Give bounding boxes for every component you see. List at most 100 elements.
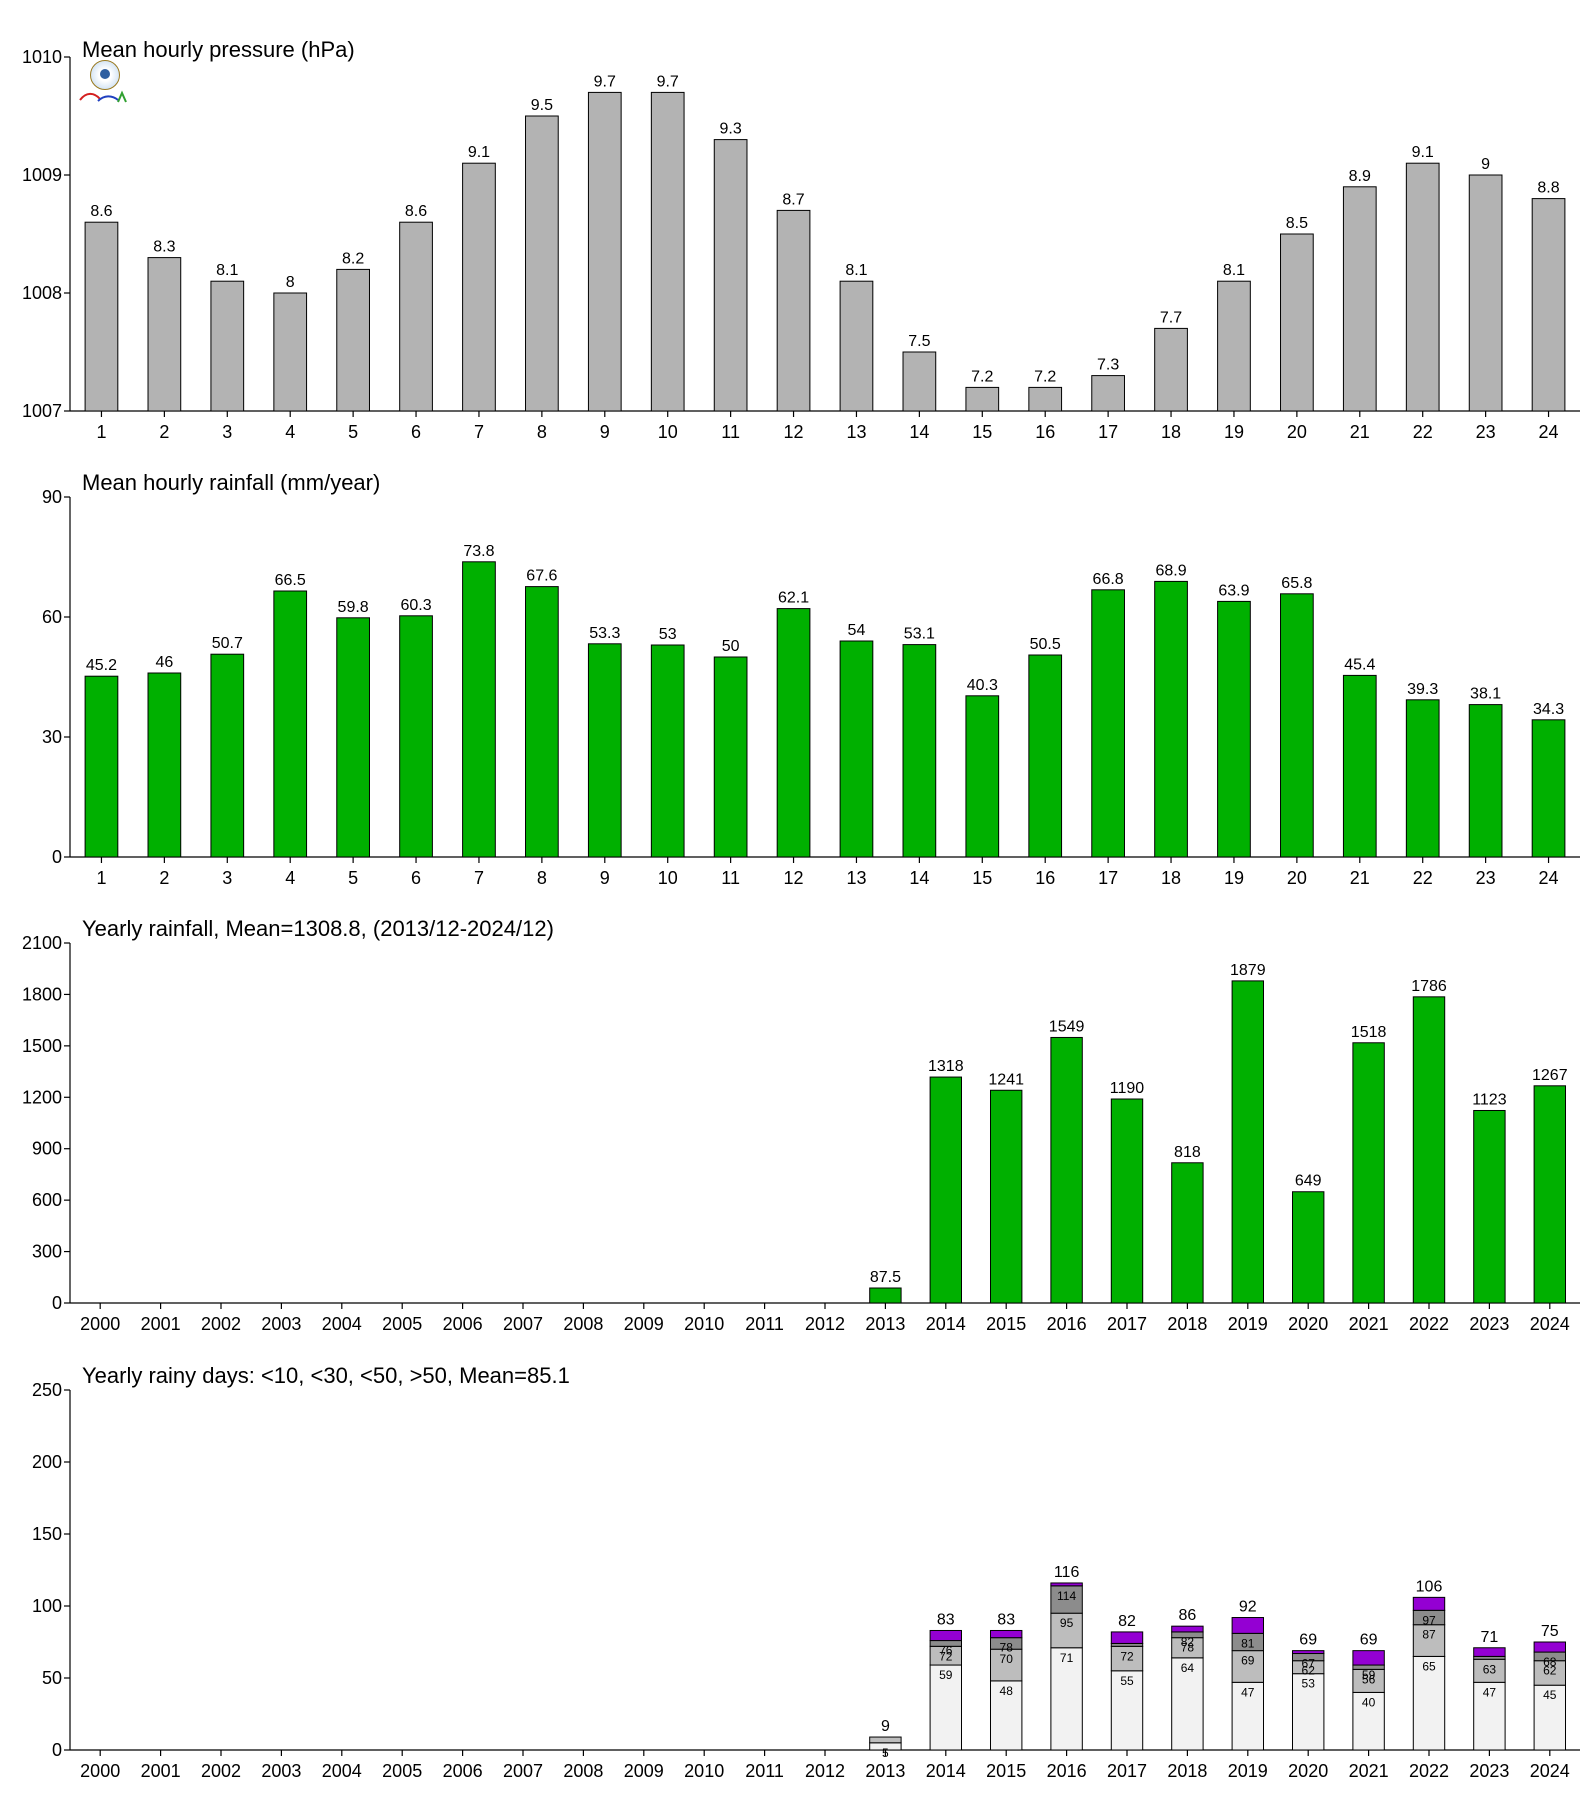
x-tick-label: 2016 bbox=[1047, 1761, 1087, 1781]
x-tick-label: 2018 bbox=[1167, 1761, 1207, 1781]
bar-value-label: 53.1 bbox=[904, 626, 935, 643]
segment-value-label: 47 bbox=[1241, 1685, 1255, 1699]
bar bbox=[776, 608, 811, 858]
x-tick-label: 2000 bbox=[80, 1761, 120, 1781]
x-tick-label: 2010 bbox=[684, 1314, 724, 1334]
bar bbox=[1412, 996, 1446, 1304]
bar bbox=[336, 617, 370, 858]
segment-value-label: 87 bbox=[1422, 1628, 1436, 1642]
y-tick-label: 0 bbox=[52, 1293, 62, 1313]
segment-value-label: 78 bbox=[1181, 1641, 1195, 1655]
stack-segment bbox=[1231, 1617, 1265, 1634]
x-tick-label: 2019 bbox=[1228, 1761, 1268, 1781]
segment-value-label: 59 bbox=[1362, 1668, 1376, 1682]
chart-title: Yearly rainfall, Mean=1308.8, (2013/12-2… bbox=[82, 916, 554, 941]
bar bbox=[210, 653, 245, 858]
x-tick-label: 2002 bbox=[201, 1761, 241, 1781]
segment-value-label: 53 bbox=[1302, 1677, 1316, 1691]
bar bbox=[713, 656, 748, 858]
segment-value-label: 47 bbox=[1483, 1685, 1497, 1699]
total-value-label: 83 bbox=[997, 1611, 1015, 1628]
bar-value-label: 50 bbox=[722, 638, 740, 655]
x-tick-label: 21 bbox=[1350, 868, 1370, 888]
bar bbox=[1468, 174, 1503, 412]
bar-value-label: 7.5 bbox=[908, 333, 930, 350]
x-tick-label: 2000 bbox=[80, 1314, 120, 1334]
bar-value-label: 87.5 bbox=[870, 1269, 901, 1286]
x-tick-label: 2003 bbox=[261, 1314, 301, 1334]
total-value-label: 71 bbox=[1481, 1629, 1499, 1646]
segment-value-label: 59 bbox=[939, 1668, 953, 1682]
stack-segment bbox=[1291, 1673, 1325, 1751]
x-tick-label: 24 bbox=[1539, 422, 1559, 442]
total-value-label: 86 bbox=[1179, 1607, 1197, 1624]
x-tick-label: 2019 bbox=[1228, 1314, 1268, 1334]
segment-value-label: 97 bbox=[1422, 1613, 1436, 1627]
stack-segment bbox=[1533, 1641, 1567, 1653]
bar bbox=[776, 209, 811, 412]
stack-segment bbox=[869, 1736, 902, 1744]
bar bbox=[1217, 280, 1251, 412]
x-tick-label: 14 bbox=[909, 868, 929, 888]
stack-segment bbox=[1050, 1647, 1083, 1751]
segment-value-label: 65 bbox=[1422, 1659, 1436, 1673]
bar bbox=[147, 257, 182, 412]
bar bbox=[1171, 1162, 1204, 1304]
bar-value-label: 54 bbox=[848, 622, 866, 639]
x-tick-label: 1 bbox=[96, 422, 106, 442]
bar-value-label: 1879 bbox=[1230, 962, 1266, 979]
x-tick-label: 11 bbox=[721, 422, 740, 442]
x-tick-label: 2023 bbox=[1469, 1761, 1509, 1781]
x-tick-label: 2024 bbox=[1530, 1314, 1570, 1334]
bar bbox=[525, 115, 559, 412]
x-tick-label: 2011 bbox=[745, 1314, 784, 1334]
x-tick-label: 2 bbox=[159, 422, 169, 442]
segment-value-label: 95 bbox=[1060, 1616, 1074, 1630]
x-tick-label: 16 bbox=[1035, 422, 1055, 442]
stack-segment bbox=[929, 1664, 963, 1751]
bar-value-label: 8.6 bbox=[405, 203, 427, 220]
segment-value-label: 114 bbox=[1057, 1589, 1076, 1603]
x-tick-label: 2018 bbox=[1167, 1314, 1207, 1334]
bar bbox=[650, 644, 685, 858]
bar-value-label: 8 bbox=[286, 274, 295, 291]
bar-value-label: 38.1 bbox=[1470, 686, 1501, 703]
bar bbox=[1342, 186, 1377, 412]
bar bbox=[902, 351, 937, 412]
x-tick-label: 6 bbox=[411, 868, 421, 888]
x-tick-label: 2010 bbox=[684, 1761, 724, 1781]
y-tick-label: 1800 bbox=[22, 984, 62, 1004]
bar bbox=[1405, 699, 1440, 858]
bar bbox=[1028, 386, 1063, 412]
bar bbox=[462, 561, 496, 858]
x-tick-label: 23 bbox=[1476, 422, 1496, 442]
bar-value-label: 8.5 bbox=[1286, 215, 1308, 232]
y-tick-label: 1007 bbox=[22, 401, 62, 421]
bar bbox=[713, 139, 748, 412]
total-value-label: 106 bbox=[1416, 1578, 1443, 1595]
bar-value-label: 66.5 bbox=[275, 572, 306, 589]
bar-value-label: 53 bbox=[659, 626, 677, 643]
bar bbox=[902, 644, 937, 858]
stack-segment bbox=[989, 1629, 1023, 1639]
stack-segment bbox=[989, 1680, 1023, 1751]
x-tick-label: 9 bbox=[600, 422, 610, 442]
bar bbox=[1280, 233, 1314, 412]
bar-value-label: 1786 bbox=[1411, 978, 1447, 995]
x-tick-label: 2005 bbox=[382, 1761, 422, 1781]
stack-segment bbox=[1352, 1650, 1385, 1666]
y-tick-label: 1500 bbox=[22, 1036, 62, 1056]
x-tick-label: 15 bbox=[972, 868, 992, 888]
bar-value-label: 8.1 bbox=[1223, 262, 1245, 279]
bar bbox=[650, 91, 685, 412]
bar bbox=[1091, 375, 1125, 412]
bar bbox=[84, 221, 119, 412]
y-tick-label: 2100 bbox=[22, 933, 62, 953]
segment-value-label: 56 bbox=[1362, 1672, 1376, 1686]
x-tick-label: 15 bbox=[972, 422, 992, 442]
stack-segment bbox=[1352, 1691, 1385, 1751]
y-tick-label: 0 bbox=[52, 847, 62, 867]
segment-value-label: 62 bbox=[1543, 1664, 1557, 1678]
bar bbox=[1231, 980, 1265, 1304]
